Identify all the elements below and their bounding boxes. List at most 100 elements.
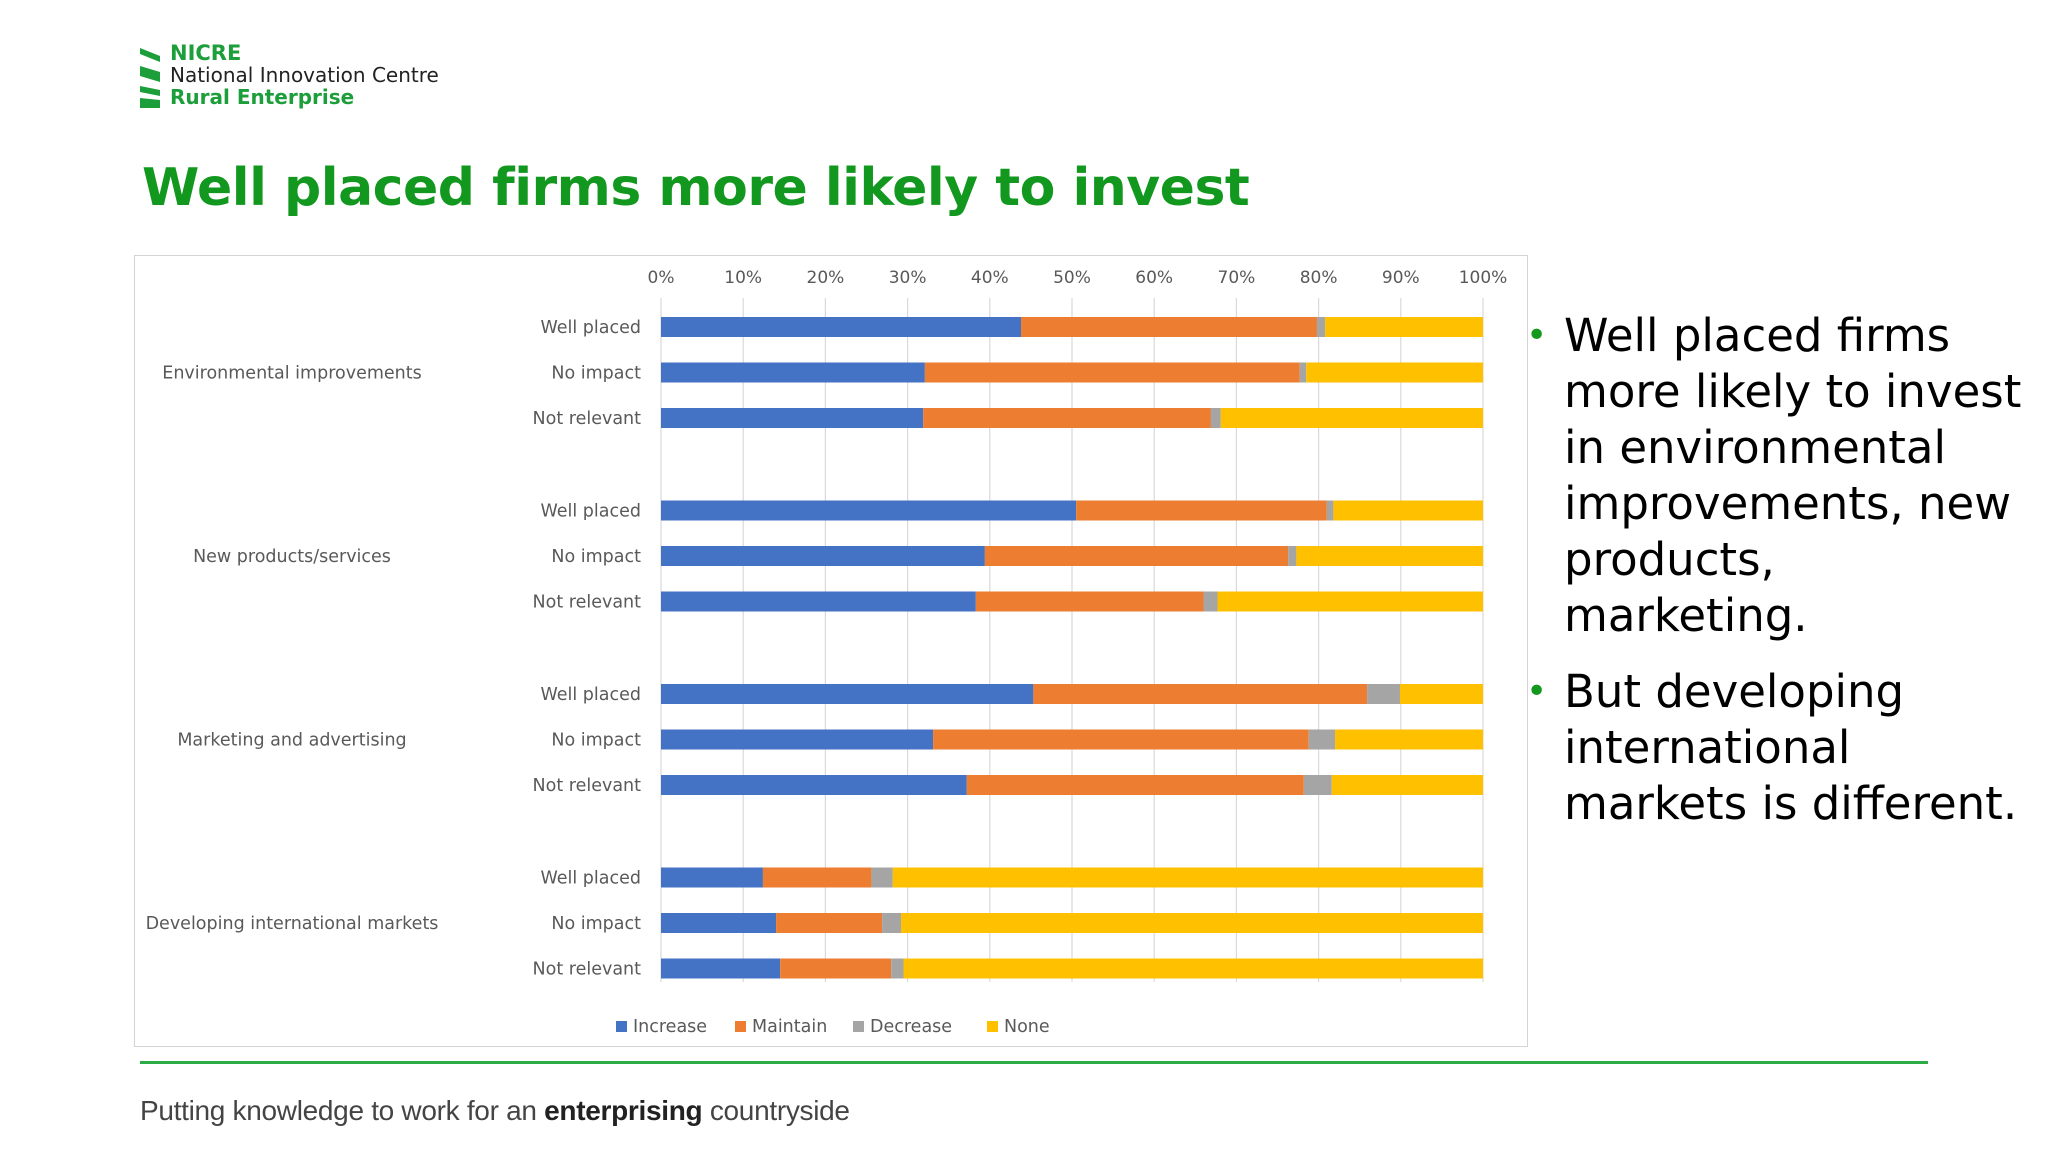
bar-segment-decrease	[1203, 591, 1218, 612]
nicre-logo-mark-icon	[140, 48, 160, 108]
bar-category-label: No impact	[551, 547, 641, 567]
bar-segment-none	[1331, 775, 1483, 795]
bar-segment-increase	[661, 913, 777, 933]
bullet-list: • Well placed firms more likely to invest…	[1526, 308, 2026, 852]
x-tick-label: 20%	[807, 268, 845, 288]
legend-label: Maintain	[752, 1017, 827, 1037]
bar-category-label: Not relevant	[533, 593, 642, 613]
bar-category-label: Well placed	[540, 869, 641, 889]
bar-category-label: Well placed	[540, 502, 641, 522]
bar-segment-maintain	[975, 591, 1204, 612]
footer-tagline: Putting knowledge to work for an enterpr…	[140, 1095, 850, 1127]
logo-line-rural: Rural Enterprise	[170, 85, 355, 109]
x-tick-label: 10%	[724, 268, 762, 288]
x-tick-label: 80%	[1300, 268, 1338, 288]
x-tick-label: 30%	[889, 268, 927, 288]
footer-prefix: Putting knowledge to work for an	[140, 1095, 545, 1126]
bar-segment-maintain	[1076, 500, 1327, 521]
bar-category-label: No impact	[551, 364, 641, 384]
bar-segment-increase	[661, 867, 763, 888]
footer-suffix: countryside	[702, 1095, 850, 1126]
bar-category-label: No impact	[551, 914, 641, 934]
bar-segment-none	[1306, 362, 1483, 383]
bar-segment-decrease	[1316, 317, 1326, 337]
logo-line-national: National Innovation Centre	[170, 63, 439, 87]
bar-segment-maintain	[1033, 684, 1368, 704]
chart-panel: 0% 10% 20% 30% 40% 50% 60% 70% 80% 90% 100% Well pl…	[134, 255, 1528, 1047]
bar-segment-maintain	[780, 958, 892, 979]
bar-segment-increase	[661, 362, 925, 383]
x-tick-label: 70%	[1218, 268, 1256, 288]
bullet-item: • But developing international markets is…	[1526, 664, 2026, 832]
bar-segment-none	[1296, 546, 1483, 566]
bar-segment-maintain	[933, 729, 1309, 750]
legend-swatch-increase	[616, 1021, 627, 1032]
x-tick-label: 50%	[1053, 268, 1091, 288]
bar-segment-increase	[661, 729, 934, 750]
legend-swatch-maintain	[735, 1021, 746, 1032]
stacked-bar-chart: 0% 10% 20% 30% 40% 50% 60% 70% 80% 90% 100% Well pl…	[146, 268, 1508, 1037]
x-tick-label: 40%	[971, 268, 1009, 288]
group-label: New products/services	[193, 547, 391, 567]
bar-segment-increase	[661, 317, 1022, 337]
footer-divider	[140, 1061, 1928, 1064]
bar-segment-increase	[661, 546, 985, 566]
bar-segment-decrease	[891, 958, 904, 979]
bar-category-label: Not relevant	[533, 409, 642, 429]
bullet-dot-icon: •	[1526, 315, 1548, 356]
bar-segment-maintain	[924, 362, 1300, 383]
x-tick-label: 0%	[648, 268, 675, 288]
bullet-text: Well placed firms more likely to invest …	[1564, 309, 2022, 642]
legend-label: Decrease	[870, 1017, 952, 1037]
bar-segment-maintain	[776, 913, 883, 933]
bullet-item: • Well placed firms more likely to invest…	[1526, 308, 2026, 644]
logo-line-nicre: NICRE	[170, 41, 242, 65]
bar-segment-decrease	[1303, 775, 1332, 795]
bar-segment-decrease	[1367, 684, 1400, 704]
legend-swatch-decrease	[853, 1021, 864, 1032]
legend-label: Increase	[633, 1017, 707, 1037]
bar-segment-maintain	[1021, 317, 1317, 337]
bar-segment-maintain	[984, 546, 1289, 566]
group-label: Environmental improvements	[162, 364, 421, 384]
legend-label: None	[1004, 1017, 1050, 1037]
bar-segment-none	[1217, 591, 1483, 612]
bar-segment-none	[1325, 317, 1483, 337]
bar-segment-increase	[661, 591, 976, 612]
x-tick-label: 100%	[1459, 268, 1508, 288]
bar-segment-maintain	[966, 775, 1304, 795]
bar-segment-decrease	[1210, 408, 1221, 428]
bar-segment-none	[1335, 729, 1483, 750]
bar-category-label: Well placed	[540, 685, 641, 705]
slide-title: Well placed firms more likely to invest	[142, 158, 1250, 218]
bar-category-label: No impact	[551, 731, 641, 751]
group-label: Marketing and advertising	[177, 731, 406, 751]
bar-segment-none	[1399, 684, 1483, 704]
bar-segment-decrease	[1288, 546, 1297, 566]
bar-segment-none	[903, 958, 1483, 979]
bar-segment-decrease	[1299, 362, 1307, 383]
bar-segment-increase	[661, 958, 781, 979]
bar-segment-decrease	[882, 913, 902, 933]
x-tick-label: 90%	[1382, 268, 1420, 288]
bar-segment-decrease	[1308, 729, 1336, 750]
bar-segment-increase	[661, 775, 967, 795]
footer-emphasis: enterprising	[544, 1095, 703, 1126]
bar-segment-decrease	[871, 867, 893, 888]
bullet-dot-icon: •	[1526, 671, 1548, 712]
bar-segment-none	[892, 867, 1483, 888]
bar-segment-increase	[661, 500, 1077, 521]
bar-segment-none	[1220, 408, 1483, 428]
bar-category-label: Well placed	[540, 318, 641, 338]
bullet-text: But developing international markets is …	[1564, 665, 2018, 830]
x-tick-label: 60%	[1135, 268, 1173, 288]
bar-category-label: Not relevant	[533, 960, 642, 980]
bar-segment-increase	[661, 684, 1034, 704]
legend-swatch-none	[987, 1021, 998, 1032]
bar-segment-none	[901, 913, 1483, 933]
bar-segment-decrease	[1326, 500, 1334, 521]
nicre-logo: NICRE National Innovation Centre Rural E…	[140, 42, 440, 112]
bar-segment-increase	[661, 408, 924, 428]
bar-segment-maintain	[762, 867, 872, 888]
bar-segment-none	[1333, 500, 1483, 521]
